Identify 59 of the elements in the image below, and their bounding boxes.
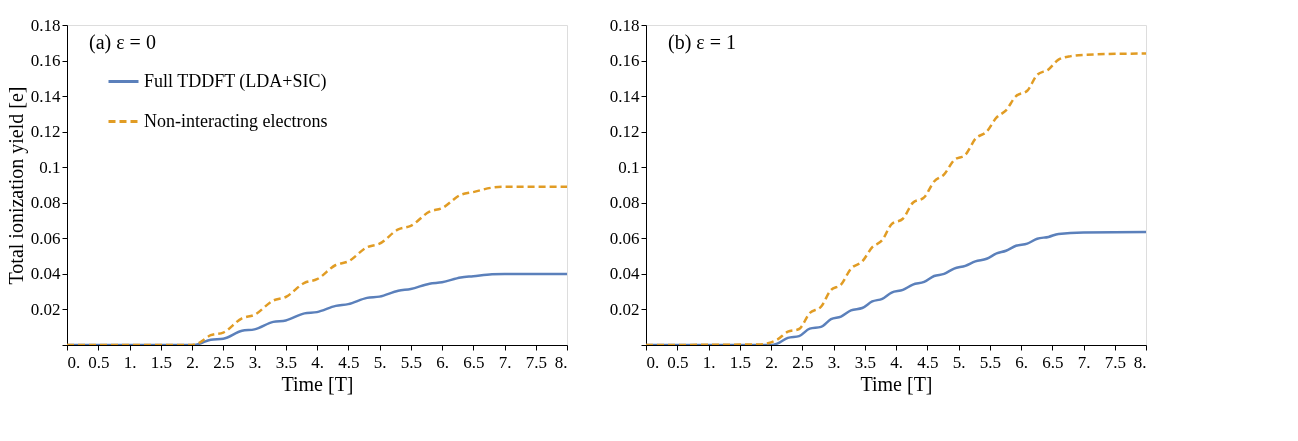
x-tick-label: 0.5 <box>88 352 110 372</box>
x-tick-label: 3. <box>248 352 262 372</box>
y-tick-label: 0.06 <box>609 228 640 248</box>
x-tick-label: 7.5 <box>525 352 547 372</box>
y-tick-label: 0.08 <box>609 193 640 213</box>
y-tick-label: 0.04 <box>609 264 640 284</box>
x-axis-title: Time [T] <box>860 372 933 395</box>
x-tick-label: 7.5 <box>1104 352 1126 372</box>
x-tick-label: 8. <box>1133 352 1147 372</box>
x-tick-label: 6.5 <box>1042 352 1064 372</box>
annotation: (a) ε = 0 <box>89 31 156 54</box>
x-tick-label: 0. <box>646 352 660 372</box>
y-tick-label: 0.02 <box>609 299 640 319</box>
x-tick-label: 5. <box>952 352 966 372</box>
x-tick-label: 8. <box>554 352 568 372</box>
x-tick-label: 4. <box>311 352 324 372</box>
x-tick-label: 5.5 <box>400 352 422 372</box>
x-tick-label: 0.5 <box>667 352 689 372</box>
y-tick-label: 0.18 <box>30 15 61 35</box>
legend-label: Full TDDFT (LDA+SIC) <box>144 70 327 92</box>
x-tick-label: 2. <box>186 352 199 372</box>
x-tick-label: 1.5 <box>729 352 751 372</box>
x-tick-label: 3.5 <box>854 352 876 372</box>
x-tick-label: 0. <box>67 352 81 372</box>
x-tick-label: 5. <box>373 352 387 372</box>
y-tick-label: 0.08 <box>30 193 61 213</box>
y-tick-label: 0.1 <box>618 157 640 177</box>
x-tick-label: 7. <box>1077 352 1091 372</box>
x-tick-label: 3.5 <box>275 352 297 372</box>
y-tick-label: 0.14 <box>609 86 640 106</box>
x-axis-title: Time [T] <box>281 372 354 395</box>
y-tick-label: 0.14 <box>30 86 61 106</box>
x-tick-label: 6. <box>1015 352 1028 372</box>
x-tick-label: 4.5 <box>917 352 939 372</box>
x-tick-label: 1. <box>702 352 716 372</box>
x-tick-label: 6. <box>436 352 449 372</box>
y-tick-label: 0.02 <box>30 299 61 319</box>
x-tick-label: 2. <box>765 352 778 372</box>
x-tick-label: 6.5 <box>463 352 485 372</box>
x-tick-label: 2.5 <box>213 352 235 372</box>
x-tick-label: 1. <box>123 352 137 372</box>
x-tick-label: 1.5 <box>150 352 172 372</box>
x-tick-label: 3. <box>827 352 841 372</box>
y-tick-label: 0.1 <box>39 157 61 177</box>
y-axis-title: Total ionization yield [e] <box>4 86 28 285</box>
x-tick-label: 7. <box>498 352 512 372</box>
y-tick-label: 0.18 <box>609 15 640 35</box>
y-tick-label: 0.04 <box>30 264 61 284</box>
x-tick-label: 5.5 <box>979 352 1001 372</box>
y-tick-label: 0.06 <box>30 228 61 248</box>
y-tick-label: 0.12 <box>609 122 640 142</box>
y-tick-label: 0.12 <box>30 122 61 142</box>
y-tick-label: 0.16 <box>30 51 61 71</box>
legend-label: Non-interacting electrons <box>144 110 328 131</box>
x-tick-label: 4. <box>890 352 903 372</box>
x-tick-label: 2.5 <box>792 352 814 372</box>
y-tick-label: 0.16 <box>609 51 640 71</box>
annotation: (b) ε = 1 <box>668 31 736 54</box>
x-tick-label: 4.5 <box>338 352 360 372</box>
